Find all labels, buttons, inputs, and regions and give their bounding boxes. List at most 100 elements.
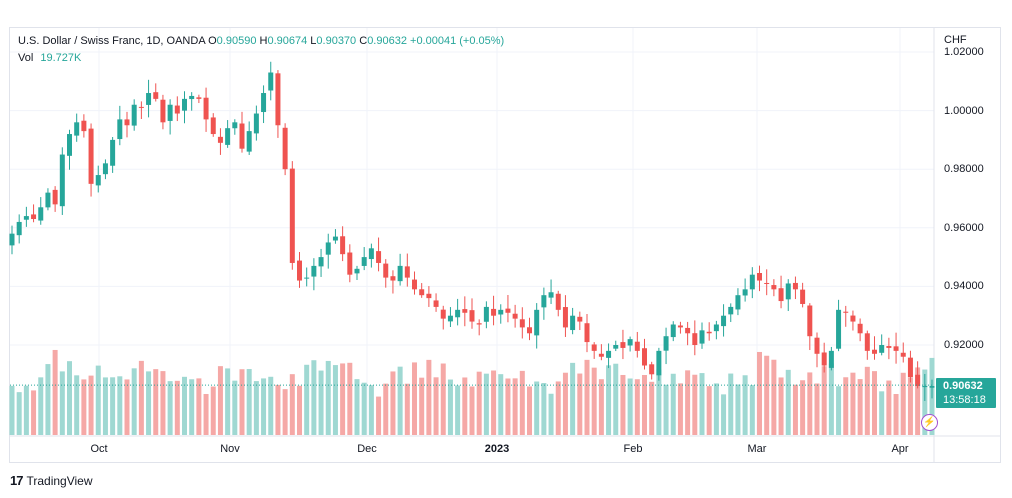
candle xyxy=(455,309,461,318)
low-value: 0.90370 xyxy=(316,35,357,47)
volume-bar xyxy=(225,368,231,435)
y-tick-label: 1.00000 xyxy=(944,105,984,117)
x-tick-label: Feb xyxy=(623,443,643,455)
volume-bar xyxy=(426,359,432,435)
bar-countdown: 13:58:18 xyxy=(943,394,986,407)
candle xyxy=(23,216,29,220)
candle xyxy=(821,352,827,366)
candle xyxy=(656,350,662,376)
candle xyxy=(31,214,37,220)
candle xyxy=(670,324,676,338)
candle xyxy=(38,207,44,221)
volume-bar xyxy=(570,362,576,435)
volume-bar xyxy=(23,385,29,435)
volume-bar xyxy=(656,369,662,435)
volume-bar xyxy=(88,375,94,435)
volume-bar xyxy=(239,369,245,435)
candle xyxy=(102,163,108,175)
candle xyxy=(864,333,870,351)
volume-bar xyxy=(519,370,525,435)
candle xyxy=(742,289,748,296)
volume-bar xyxy=(512,378,518,435)
candle xyxy=(584,323,590,343)
volume-bar xyxy=(555,381,561,435)
candle xyxy=(462,309,468,313)
volume-bar xyxy=(792,384,798,435)
volume-bar xyxy=(483,373,489,435)
candle xyxy=(376,251,382,263)
volume-bar xyxy=(117,376,123,435)
candle xyxy=(677,325,683,328)
volume-bar xyxy=(268,376,274,435)
candle xyxy=(879,345,885,353)
volume-bar xyxy=(821,366,827,435)
volume-bar xyxy=(771,359,777,435)
x-tick-label: Nov xyxy=(220,443,240,455)
candle xyxy=(45,192,51,208)
candle xyxy=(663,336,669,351)
brand-name: TradingView xyxy=(26,473,93,488)
volume-bar xyxy=(764,355,770,435)
candle xyxy=(232,122,238,129)
x-tick-label: Oct xyxy=(90,443,108,455)
candle xyxy=(146,93,152,105)
candle xyxy=(318,257,324,267)
volume-bar xyxy=(886,380,892,435)
candle xyxy=(491,308,497,316)
candle xyxy=(131,104,137,126)
volume-bar xyxy=(670,373,676,435)
volume-bar xyxy=(642,375,647,435)
volume-bar xyxy=(713,383,719,435)
candle xyxy=(347,252,353,275)
candle xyxy=(412,279,417,290)
flash-icon[interactable]: ⚡ xyxy=(921,414,938,431)
volume-bar xyxy=(814,383,820,435)
candle xyxy=(483,306,489,322)
candle xyxy=(167,104,173,121)
candle xyxy=(210,117,216,135)
volume-bar xyxy=(541,383,547,435)
volume-bar xyxy=(620,374,626,435)
volume-bar xyxy=(340,363,346,435)
candle xyxy=(800,289,806,304)
volume-bar xyxy=(167,381,173,435)
candle xyxy=(268,72,274,91)
candle xyxy=(915,374,921,387)
candle xyxy=(440,309,446,319)
brand[interactable]: 17 TradingView xyxy=(10,473,93,488)
candle xyxy=(246,131,252,152)
candle xyxy=(606,350,612,358)
volume-bar xyxy=(160,371,166,435)
x-tick-label: 2023 xyxy=(484,443,510,455)
volume-bar xyxy=(318,370,324,435)
volume-bar xyxy=(354,379,360,435)
volume-bar xyxy=(807,372,813,435)
candle xyxy=(117,119,123,140)
volume-bar xyxy=(850,372,856,435)
volume-bar xyxy=(505,378,511,435)
volume-bar xyxy=(634,379,640,435)
candle xyxy=(138,106,144,108)
candle xyxy=(857,323,863,334)
volume-bar xyxy=(376,396,382,435)
candle xyxy=(699,330,705,344)
candle xyxy=(174,105,180,114)
candle xyxy=(778,288,784,302)
volume-bar xyxy=(491,370,497,435)
volume-bar xyxy=(74,375,80,435)
volume-bar xyxy=(872,371,877,435)
volume-bar xyxy=(433,377,439,435)
candle xyxy=(383,263,389,278)
high-value: 0.90674 xyxy=(267,35,308,47)
candle xyxy=(426,293,432,299)
candle xyxy=(577,316,583,322)
change-value: +0.00041 (+0.05%) xyxy=(410,35,505,47)
volume-bar xyxy=(412,362,417,435)
candle xyxy=(886,346,892,348)
volume-bar xyxy=(907,377,913,435)
candle xyxy=(728,306,734,315)
y-tick-label: 1.02000 xyxy=(944,46,984,58)
candle xyxy=(591,344,597,351)
candle xyxy=(153,92,159,99)
